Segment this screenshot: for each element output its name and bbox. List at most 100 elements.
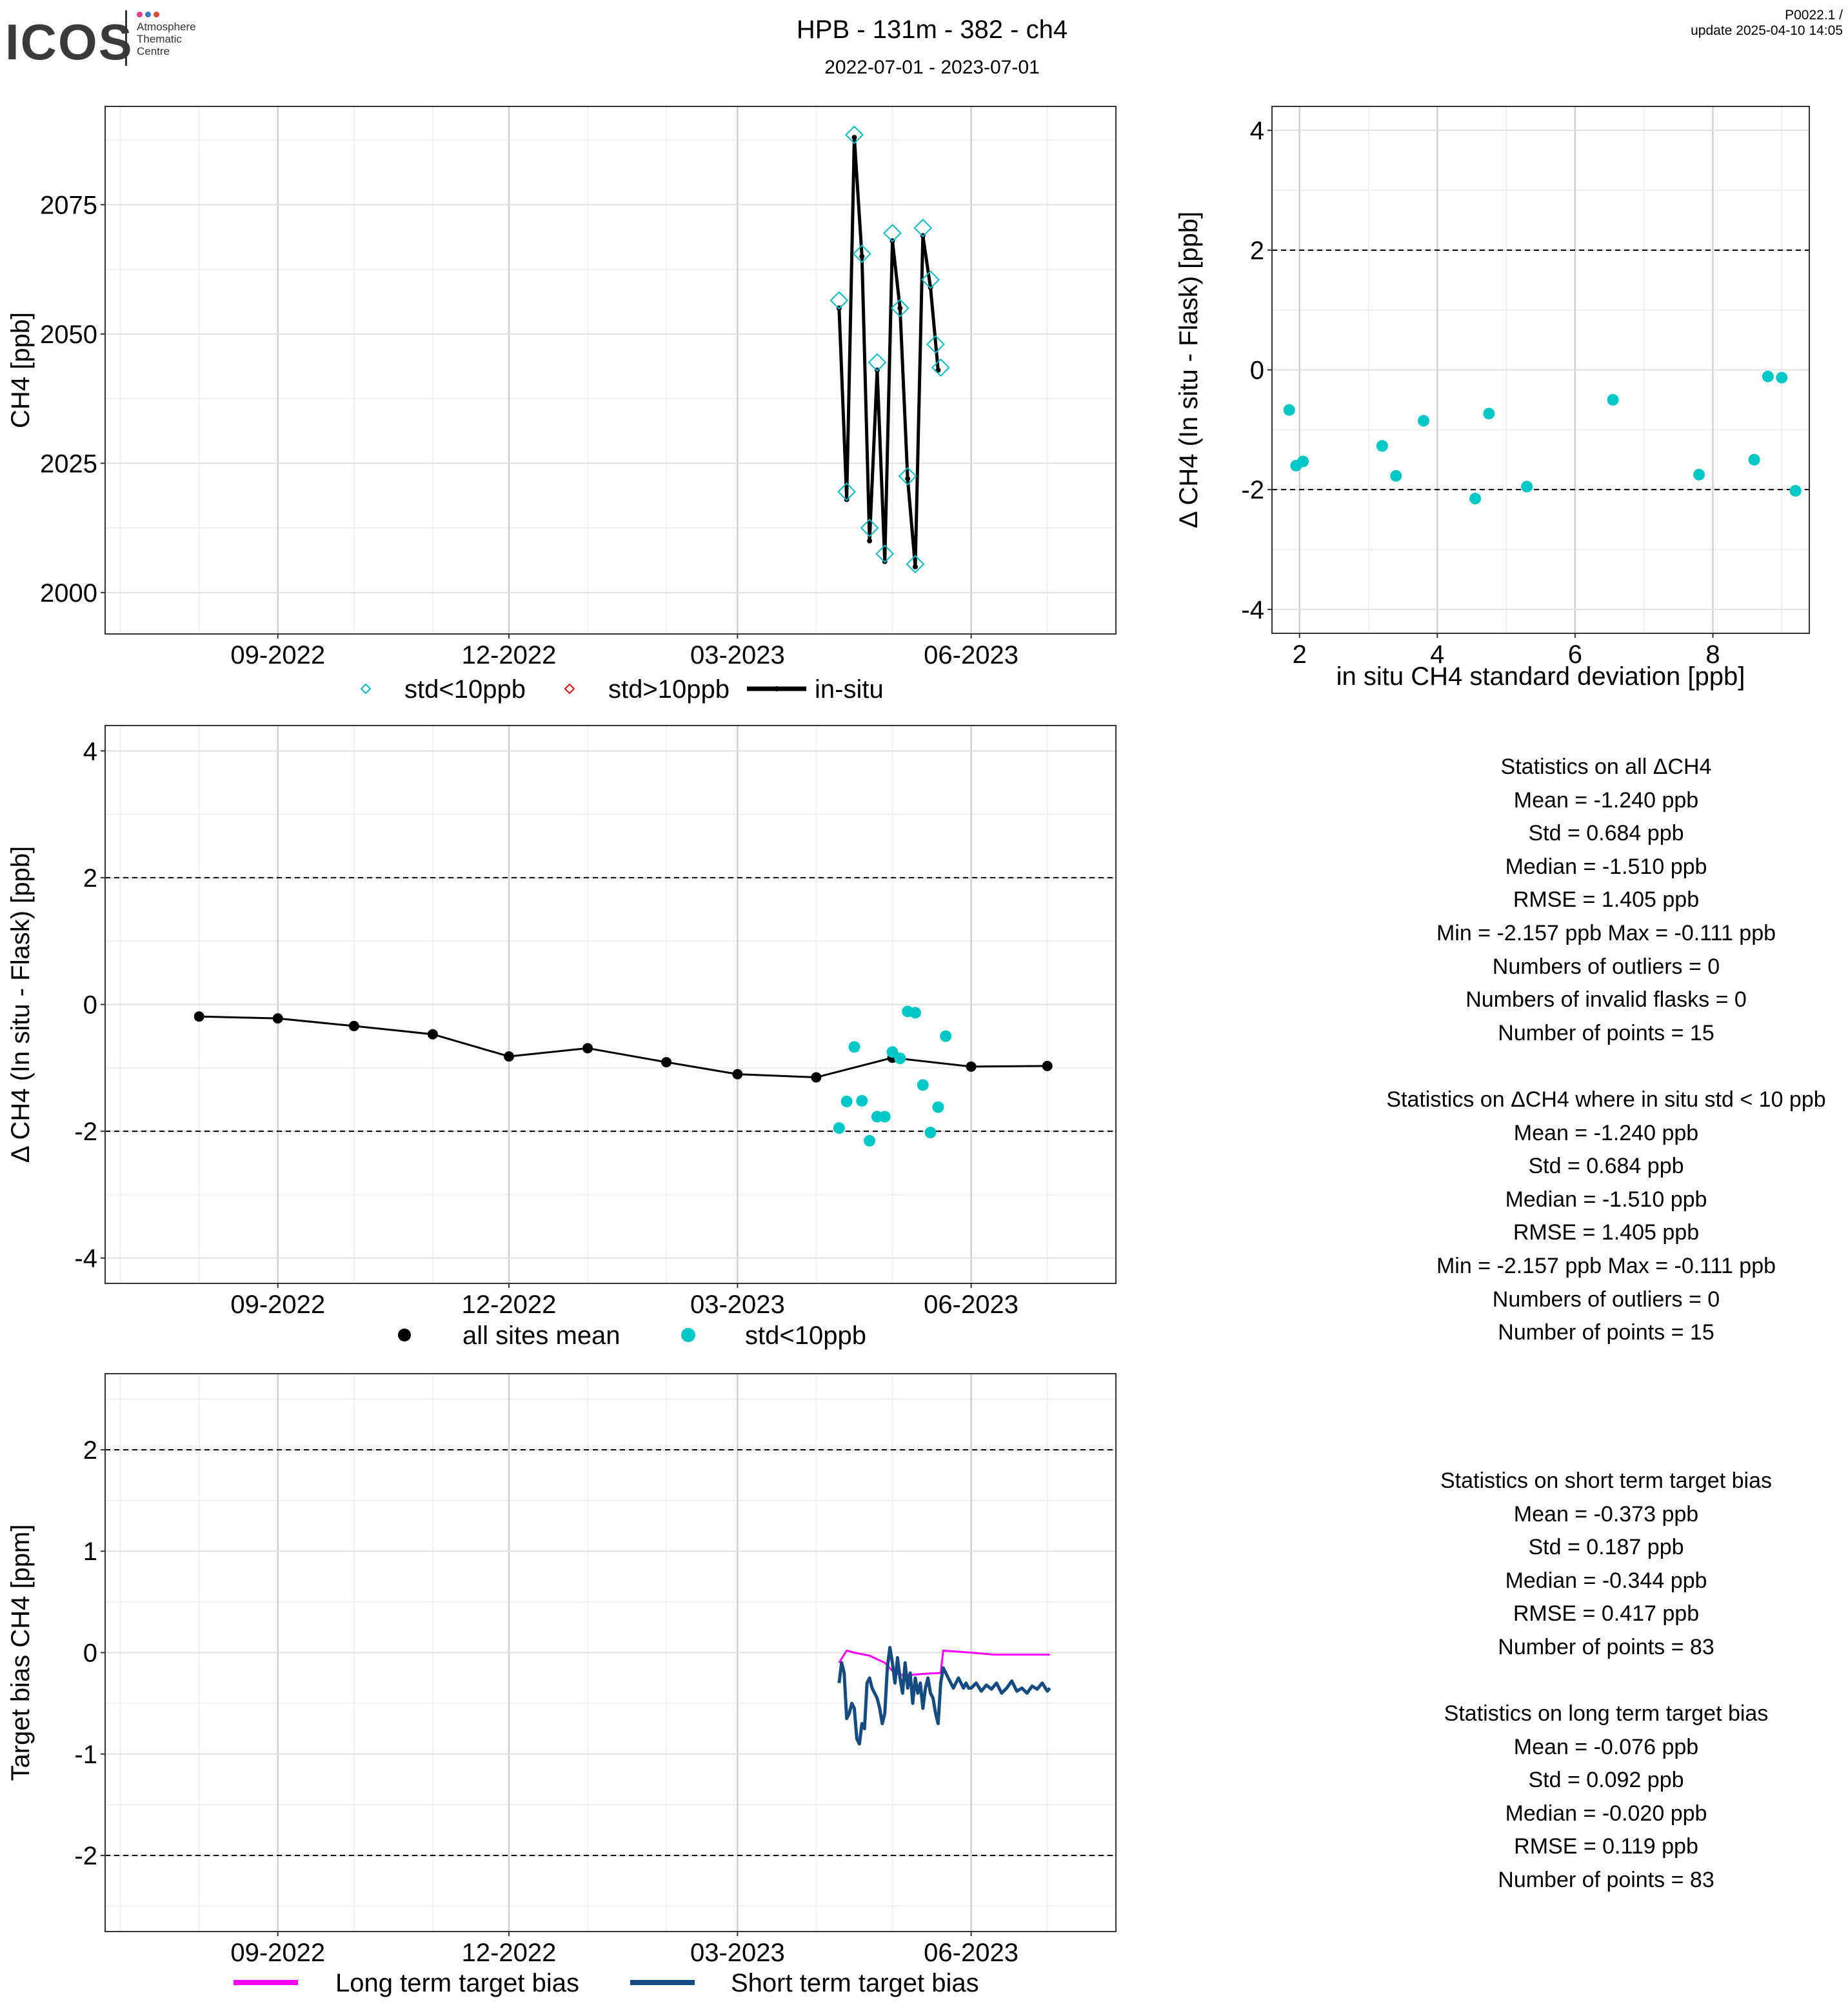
x-tick-label: 12-2022 — [462, 1939, 557, 1967]
legend-insitu-label: in-situ — [815, 675, 884, 704]
y-tick-label: 4 — [83, 737, 97, 766]
stats-std-line-1: Mean = -1.240 ppb — [1513, 1120, 1699, 1145]
y-tick-label: 0 — [83, 991, 97, 1020]
std-point — [879, 1111, 891, 1123]
x-tick-label: 6 — [1568, 640, 1582, 669]
flask-diamond — [898, 466, 917, 486]
x-tick-label: 03-2023 — [690, 641, 785, 669]
y-tick-label: 2050 — [40, 321, 97, 349]
legend-std-lt-10-label: std<10ppb — [404, 675, 526, 704]
scatter-point — [1762, 370, 1774, 382]
insitu-point — [905, 476, 911, 482]
x-tick-label: 06-2023 — [924, 641, 1018, 669]
plot-panel — [105, 106, 1116, 634]
all-sites-mean-point — [272, 1013, 283, 1024]
x-tick-label: 09-2022 — [230, 1290, 325, 1319]
y-tick-label: 0 — [1250, 357, 1264, 385]
target-bias-chart: -2 -1 0 1 2 09-2022 12-2022 03-2023 06-2023 Targe… — [6, 1373, 1117, 1997]
y-tick-label: 4 — [1250, 117, 1264, 145]
plot-border — [104, 1373, 1117, 1932]
stats-short-line-4: RMSE = 0.417 ppb — [1513, 1601, 1700, 1626]
flask-diamond — [890, 299, 909, 318]
y-tick-label: 2000 — [40, 579, 97, 608]
all-sites-mean-point — [582, 1043, 593, 1054]
flask-diamond — [860, 519, 879, 538]
std-point — [932, 1101, 944, 1113]
x-axis-title: in situ CH4 standard deviation [ppb] — [1336, 662, 1745, 691]
stats-long-line-1: Mean = -0.076 ppb — [1513, 1734, 1699, 1759]
stats-all-line-7: Numbers of invalid flasks = 0 — [1465, 987, 1747, 1013]
legend-std-gt-10-label: std>10ppb — [608, 675, 730, 704]
all-sites-mean-point — [348, 1020, 359, 1031]
stats-all-line-5: Min = -2.157 ppb Max = -0.111 ppb — [1436, 920, 1776, 945]
stats-all-line-2: Std = 0.684 ppb — [1528, 821, 1684, 846]
x-tick-label: 8 — [1705, 640, 1720, 669]
delta-vs-std-scatter-chart: -4 -2 0 2 4 2 4 6 8 Δ CH4 (In situ - Flask) [ppb]… — [1175, 106, 1810, 691]
stats-long-term-bias: Statistics on long term target bias Mean … — [1251, 1697, 1848, 1897]
stats-long-line-4: RMSE = 0.119 ppb — [1514, 1834, 1698, 1859]
all-sites-mean-point — [661, 1056, 672, 1067]
logo-divider — [125, 10, 127, 66]
y-tick-label: 2 — [83, 864, 97, 893]
y-tick-label: -2 — [74, 1842, 97, 1870]
std-point — [864, 1134, 876, 1147]
scatter-point — [1521, 480, 1533, 493]
y-tick-label: 2 — [83, 1436, 97, 1465]
legend-std-icon — [681, 1328, 695, 1342]
stats-short-line-5: Number of points = 83 — [1498, 1634, 1714, 1659]
y-tick-label: -1 — [74, 1741, 97, 1769]
insitu-point — [912, 564, 918, 569]
all-sites-mean-point — [427, 1029, 438, 1040]
y-tick-label: -2 — [74, 1118, 97, 1146]
scatter-point — [1789, 485, 1802, 497]
flask-diamond — [921, 270, 940, 290]
flask-diamond — [852, 244, 871, 263]
insitu-line — [837, 135, 940, 569]
x-tick-label: 03-2023 — [690, 1290, 785, 1319]
all-sites-mean-point — [811, 1072, 822, 1083]
stats-std-line-5: Min = -2.157 ppb Max = -0.111 ppb — [1436, 1253, 1776, 1278]
std-point — [909, 1007, 921, 1019]
flask-diamond — [830, 291, 849, 310]
flask-diamond — [868, 353, 887, 372]
stats-short-line-3: Median = -0.344 ppb — [1505, 1568, 1707, 1593]
std-point — [940, 1030, 952, 1042]
y-tick-label: 2075 — [40, 191, 97, 219]
stats-long-line-2: Std = 0.092 ppb — [1528, 1768, 1684, 1793]
all-sites-mean-point — [504, 1051, 515, 1062]
flask-diamond — [837, 482, 857, 501]
scatter-point — [1376, 440, 1388, 452]
all-sites-mean-point — [194, 1011, 204, 1022]
x-tick-label: 12-2022 — [462, 641, 557, 669]
scatter-point — [1693, 468, 1705, 480]
std-point — [848, 1041, 860, 1053]
std-point — [833, 1122, 845, 1134]
flask-diamond — [931, 358, 950, 377]
stats-std-line-0: Statistics on ΔCH4 where in situ std < 1… — [1386, 1087, 1826, 1112]
scatter-point — [1469, 493, 1482, 505]
stats-all-line-4: RMSE = 1.405 ppb — [1513, 887, 1700, 913]
stats-long-line-3: Median = -0.020 ppb — [1505, 1801, 1707, 1826]
flask-diamond — [913, 219, 933, 237]
stats-std-line-3: Median = -1.510 ppb — [1505, 1187, 1707, 1212]
plot-border — [104, 725, 1117, 1284]
version-info: P0022.1 / update 2025-04-10 14:05 — [1691, 8, 1843, 39]
insitu-point — [859, 253, 865, 259]
flask-diamond — [845, 125, 864, 144]
stats-std-delta: Statistics on ΔCH4 where in situ std < 1… — [1251, 1083, 1848, 1350]
y-tick-label: 0 — [83, 1639, 97, 1668]
stats-std-line-6: Numbers of outliers = 0 — [1492, 1287, 1720, 1312]
plot-border — [104, 106, 1117, 635]
std-point — [924, 1127, 937, 1139]
stats-all-line-0: Statistics on all ΔCH4 — [1500, 755, 1712, 779]
y-tick-label: 2025 — [40, 450, 97, 478]
stats-short-line-0: Statistics on short term target bias — [1440, 1468, 1772, 1493]
stats-std-line-4: RMSE = 1.405 ppb — [1513, 1220, 1700, 1245]
short-term-bias-line — [837, 1646, 1051, 1746]
x-tick-label: 2 — [1293, 640, 1307, 669]
all-sites-mean-point — [1042, 1060, 1053, 1071]
logo-dots-icon — [137, 9, 162, 21]
y-tick-label: -2 — [1241, 476, 1264, 504]
legend-insitu-dot — [774, 686, 779, 691]
scatter-point — [1776, 371, 1788, 384]
